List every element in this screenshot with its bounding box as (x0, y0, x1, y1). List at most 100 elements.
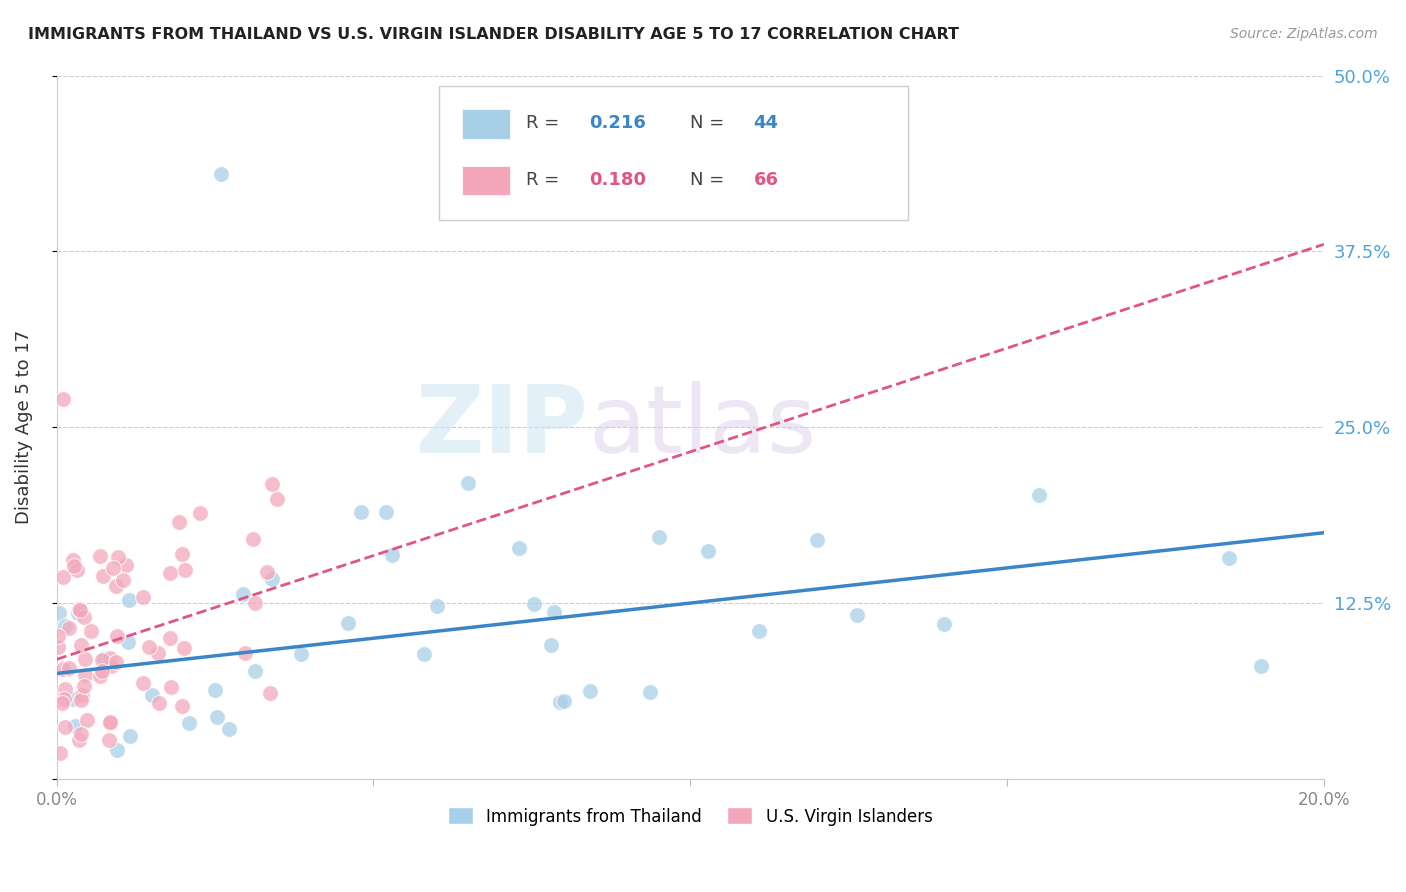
Point (647, 530, 669, 544)
Point (62, 553, 84, 567)
Point (412, 647, 434, 661)
Point (259, 686, 281, 700)
Point (70, 727, 93, 741)
Point (141, 688, 163, 702)
Point (53, 720, 76, 734)
Point (579, 684, 602, 698)
Point (806, 533, 828, 547)
Text: 66: 66 (754, 170, 779, 188)
Point (66, 606, 89, 620)
Text: Source: ZipAtlas.com: Source: ZipAtlas.com (1230, 27, 1378, 41)
Point (146, 646, 169, 660)
Point (243, 664, 266, 678)
Point (52, 392, 75, 406)
Point (53, 682, 76, 697)
Point (111, 573, 134, 587)
Text: ZIP: ZIP (416, 381, 589, 474)
Point (65, 719, 87, 733)
Point (174, 563, 197, 577)
Point (233, 646, 256, 660)
Point (159, 632, 181, 646)
Point (118, 729, 141, 743)
Point (105, 629, 128, 643)
Point (205, 710, 228, 724)
Point (98, 715, 121, 730)
Text: 0.180: 0.180 (589, 170, 645, 188)
Point (117, 635, 139, 649)
Point (89, 669, 111, 683)
Text: 0.216: 0.216 (589, 113, 645, 132)
Point (67, 602, 90, 616)
Point (232, 587, 254, 601)
Point (80, 624, 103, 638)
Point (375, 505, 398, 519)
Point (696, 544, 718, 558)
Point (242, 532, 264, 546)
Point (170, 547, 193, 561)
Point (63, 559, 86, 574)
FancyBboxPatch shape (463, 110, 510, 139)
Point (105, 579, 128, 593)
Point (91, 652, 114, 666)
Point (508, 541, 530, 556)
Point (159, 681, 181, 695)
Point (172, 698, 194, 713)
Point (66, 563, 89, 577)
Point (76, 713, 98, 727)
Point (337, 616, 360, 631)
Point (70, 693, 93, 707)
Point (260, 477, 283, 491)
Point (550, 695, 572, 709)
Point (46, 640, 69, 654)
Point (638, 684, 661, 698)
Point (846, 608, 869, 623)
Point (89, 549, 111, 563)
Point (51, 696, 73, 710)
Point (100, 714, 122, 729)
Point (105, 742, 128, 756)
Legend: Immigrants from Thailand, U.S. Virgin Islanders: Immigrants from Thailand, U.S. Virgin Is… (440, 799, 941, 834)
Point (148, 697, 170, 711)
Point (91, 664, 114, 678)
Point (91, 568, 114, 582)
Point (131, 676, 153, 690)
Point (73, 668, 96, 682)
Point (177, 715, 200, 730)
Point (543, 605, 565, 619)
Point (52, 570, 75, 584)
Point (105, 655, 128, 669)
Point (381, 548, 404, 562)
Point (209, 167, 232, 181)
Point (457, 476, 479, 491)
Point (132, 590, 155, 604)
Point (167, 515, 190, 529)
Text: R =: R = (526, 170, 565, 188)
Point (101, 561, 124, 575)
Point (100, 658, 122, 673)
Point (53, 692, 76, 706)
Point (553, 694, 575, 708)
Point (70, 639, 93, 653)
Point (266, 492, 288, 507)
Point (256, 565, 278, 579)
Point (46, 629, 69, 643)
Point (58, 660, 80, 674)
Point (1250, 659, 1272, 673)
Point (97, 733, 120, 747)
Point (118, 593, 141, 607)
Text: atlas: atlas (589, 381, 817, 474)
Point (62, 691, 84, 706)
Point (73, 651, 96, 665)
Text: 44: 44 (754, 113, 779, 132)
Point (262, 572, 284, 586)
Point (72, 610, 94, 624)
FancyBboxPatch shape (463, 166, 510, 195)
Text: N =: N = (690, 113, 730, 132)
Point (188, 506, 211, 520)
Text: IMMIGRANTS FROM THAILAND VS U.S. VIRGIN ISLANDER DISABILITY AGE 5 TO 17 CORRELAT: IMMIGRANTS FROM THAILAND VS U.S. VIRGIN … (28, 27, 959, 42)
Text: N =: N = (690, 170, 730, 188)
Point (932, 617, 955, 632)
Point (73, 679, 96, 693)
FancyBboxPatch shape (439, 86, 908, 219)
Point (523, 597, 546, 611)
